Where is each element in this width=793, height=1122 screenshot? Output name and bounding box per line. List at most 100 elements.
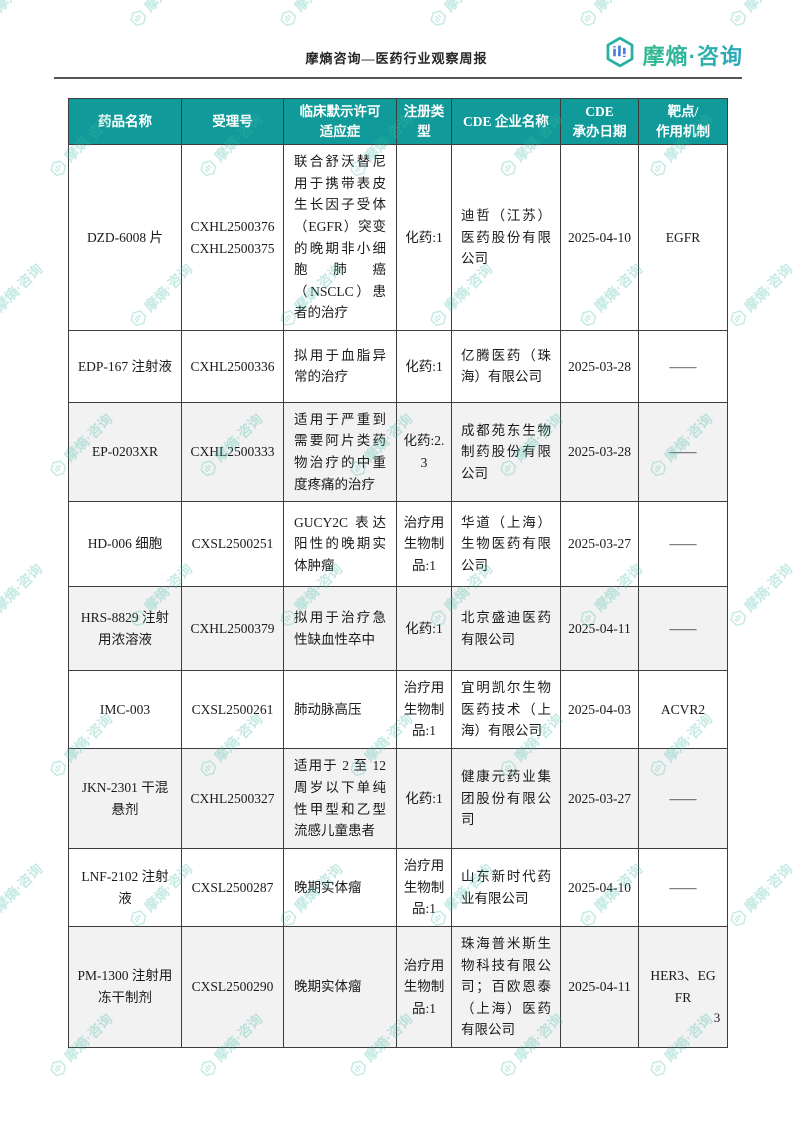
cell-drug: LNF-2102 注射液 (68, 848, 182, 928)
watermark: 摩熵·咨询 (725, 259, 793, 331)
cell-date: 2025-03-28 (560, 329, 639, 403)
watermark: 摩熵·咨询 (0, 560, 46, 615)
column-header-target: 靶点/ 作用机制 (638, 97, 728, 146)
cell-target: —— (638, 586, 728, 672)
page-number: 3 (713, 1010, 721, 1025)
cell-target: —— (638, 501, 728, 588)
cell-company: 宜明凯尔生物医药技术（上海）有限公司 (451, 670, 561, 750)
document-header-title: 摩熵咨询—医药行业观察周报 (305, 51, 488, 66)
cell-drug: PM-1300 注射用冻干制剂 (68, 926, 182, 1048)
cell-company: 山东新时代药业有限公司 (451, 848, 561, 928)
cell-drug: HD-006 细胞 (68, 501, 182, 588)
column-header-drug: 药品名称 (68, 97, 182, 146)
cell-date: 2025-04-03 (560, 670, 639, 750)
brand-logo-text: 摩熵·咨询 (643, 39, 743, 71)
watermark: 摩熵·咨询 (725, 859, 793, 931)
cell-acceptance_no: CXSL2500261 (181, 670, 284, 750)
cell-drug: HRS-8829 注射用浓溶液 (68, 586, 182, 672)
cell-target: —— (638, 329, 728, 403)
cell-company: 亿腾医药（珠海）有限公司 (451, 329, 561, 403)
watermark: 摩熵·咨询 (725, 559, 793, 631)
cell-acceptance_no: CXHL2500336 (181, 329, 284, 403)
cell-target: HER3、EGFR (638, 926, 728, 1048)
cell-reg_type: 治疗用生物制品:1 (396, 670, 452, 750)
cell-reg_type: 化药:1 (396, 586, 452, 672)
cell-indication: 适用于严重到需要阿片类药物治疗的中重度疼痛的治疗 (283, 401, 397, 503)
column-header-reg_type: 注册类 型 (396, 97, 452, 146)
table-row: EDP-167 注射液 CXHL2500336 拟用于血脂异常的治疗 化药:1 亿腾医药… (68, 329, 728, 403)
cell-date: 2025-04-11 (560, 926, 639, 1048)
header-divider (54, 77, 742, 79)
watermark: 摩熵·咨询 (275, 0, 347, 31)
cell-company: 华道（上海）生物医药有限公司 (451, 501, 561, 588)
cell-indication: 联合舒沃替尼用于携带表皮生长因子受体（EGFR）突变的晚期非小细胞肺癌（NSCL… (283, 144, 397, 331)
cell-drug: JKN-2301 干混悬剂 (68, 748, 182, 850)
cell-reg_type: 化药:1 (396, 144, 452, 331)
table-row: JKN-2301 干混悬剂 CXHL2500327 适用于 2 至 12 周岁以下单… (68, 748, 728, 850)
cell-indication: 晚期实体瘤 (283, 926, 397, 1048)
cell-indication: 适用于 2 至 12 周岁以下单纯性甲型和乙型流感儿童患者 (283, 748, 397, 850)
cell-acceptance_no: CXSL2500251 (181, 501, 284, 588)
cell-target: —— (638, 401, 728, 503)
table-header-row: 药品名称 受理号 临床默示许可 适应症 注册类 型 CDE 企业名称 CDE 承办日期 靶点… (68, 97, 728, 146)
cell-date: 2025-04-11 (560, 586, 639, 672)
cell-acceptance_no: CXHL2500333 (181, 401, 284, 503)
cell-company: 成都苑东生物制药股份有限公司 (451, 401, 561, 503)
drug-approval-table: 药品名称 受理号 临床默示许可 适应症 注册类 型 CDE 企业名称 CDE 承办日期 靶点… (68, 97, 728, 1048)
cell-drug: EP-0203XR (68, 401, 182, 503)
cell-reg_type: 治疗用生物制品:1 (396, 501, 452, 588)
cell-company: 珠海普米斯生物科技有限公司；百欧恩泰（上海）医药有限公司 (451, 926, 561, 1048)
watermark: 摩熵·咨询 (0, 0, 47, 31)
cell-acceptance_no: CXSL2500290 (181, 926, 284, 1048)
cell-reg_type: 化药:2.3 (396, 401, 452, 503)
cell-date: 2025-04-10 (560, 848, 639, 928)
cell-reg_type: 化药:1 (396, 748, 452, 850)
table-row: PM-1300 注射用冻干制剂 CXSL2500290 晚期实体瘤 治疗用生物制品:1… (68, 926, 728, 1048)
cell-date: 2025-04-10 (560, 144, 639, 331)
cell-company: 迪哲（江苏）医药股份有限公司 (451, 144, 561, 331)
watermark: 摩熵·咨询 (425, 0, 497, 31)
cell-target: ACVR2 (638, 670, 728, 750)
cell-reg_type: 治疗用生物制品:1 (396, 848, 452, 928)
cell-drug: IMC-003 (68, 670, 182, 750)
cell-company: 北京盛迪医药有限公司 (451, 586, 561, 672)
cell-acceptance_no: CXHL2500379 (181, 586, 284, 672)
brand-logo: 摩熵·咨询 (604, 36, 743, 73)
table-row: HRS-8829 注射用浓溶液 CXHL2500379 拟用于治疗急性缺血性卒中 化药… (68, 586, 728, 672)
cell-date: 2025-03-28 (560, 401, 639, 503)
cell-acceptance_no: CXHL2500376 CXHL2500375 (181, 144, 284, 331)
watermark: 摩熵·咨询 (0, 260, 46, 315)
table-row: LNF-2102 注射液 CXSL2500287 晚期实体瘤 治疗用生物制品:1 山东新… (68, 848, 728, 928)
column-header-indication: 临床默示许可 适应症 (283, 97, 397, 146)
table-row: IMC-003 CXSL2500261 肺动脉高压 治疗用生物制品:1 宜明凯尔生物医药… (68, 670, 728, 750)
cell-target: —— (638, 748, 728, 850)
cell-reg_type: 治疗用生物制品:1 (396, 926, 452, 1048)
watermark: 摩熵·咨询 (125, 0, 197, 31)
table-row: DZD-6008 片 CXHL2500376 CXHL2500375 联合舒沃替尼用… (68, 144, 728, 331)
cell-company: 健康元药业集团股份有限公司 (451, 748, 561, 850)
cell-date: 2025-03-27 (560, 501, 639, 588)
cell-target: —— (638, 848, 728, 928)
table-row: EP-0203XR CXHL2500333 适用于严重到需要阿片类药物治疗的中重度疼… (68, 401, 728, 503)
cell-indication: 拟用于血脂异常的治疗 (283, 329, 397, 403)
hexagon-bar-chart-logo-icon (604, 36, 636, 73)
cell-reg_type: 化药:1 (396, 329, 452, 403)
cell-acceptance_no: CXSL2500287 (181, 848, 284, 928)
cell-acceptance_no: CXHL2500327 (181, 748, 284, 850)
watermark: 摩熵·咨询 (0, 860, 46, 915)
column-header-acceptance_no: 受理号 (181, 97, 284, 146)
watermark: 摩熵·咨询 (575, 0, 647, 31)
cell-target: EGFR (638, 144, 728, 331)
column-header-company: CDE 企业名称 (451, 97, 561, 146)
cell-indication: 肺动脉高压 (283, 670, 397, 750)
cell-date: 2025-03-27 (560, 748, 639, 850)
cell-indication: GUCY2C 表达阳性的晚期实体肿瘤 (283, 501, 397, 588)
watermark: 摩熵·咨询 (725, 0, 793, 31)
column-header-date: CDE 承办日期 (560, 97, 639, 146)
cell-indication: 晚期实体瘤 (283, 848, 397, 928)
cell-drug: EDP-167 注射液 (68, 329, 182, 403)
table-row: HD-006 细胞 CXSL2500251 GUCY2C 表达阳性的晚期实体肿瘤 治疗… (68, 501, 728, 588)
cell-indication: 拟用于治疗急性缺血性卒中 (283, 586, 397, 672)
cell-drug: DZD-6008 片 (68, 144, 182, 331)
